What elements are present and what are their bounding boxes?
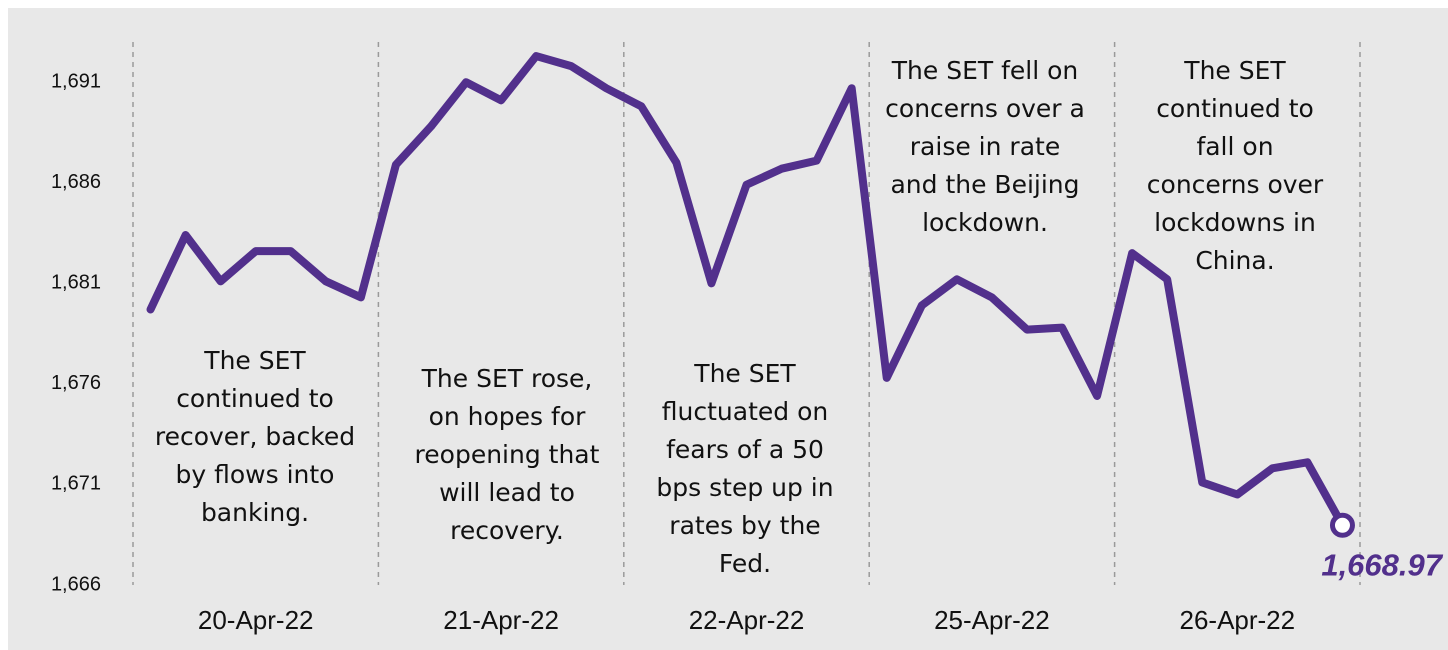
annotation: fears of a 50	[666, 435, 824, 464]
plot-background	[8, 8, 1448, 650]
annotation: will lead to	[439, 478, 575, 507]
annotation: The SET rose,	[421, 364, 593, 393]
y-tick-label: 1,681	[51, 272, 101, 294]
annotation: concerns over a	[885, 94, 1085, 123]
annotation: fall on	[1196, 132, 1273, 161]
annotation: banking.	[201, 498, 309, 527]
annotation: recovery.	[450, 516, 564, 545]
x-tick-label: 26-Apr-22	[1179, 605, 1295, 635]
series-line	[146, 52, 1347, 530]
y-tick-label: 1,666	[51, 573, 101, 595]
annotation: continued to	[176, 384, 334, 413]
annotation: by flows into	[176, 460, 335, 489]
annotation: reopening that	[415, 440, 600, 469]
annotation: The SET	[203, 346, 306, 375]
y-tick-label: 1,686	[51, 171, 101, 193]
annotation: continued to	[1156, 94, 1314, 123]
annotation: recover, backed	[155, 422, 355, 451]
annotation: The SET	[693, 359, 796, 388]
y-tick-label: 1,691	[51, 71, 101, 93]
annotation: rates by the	[669, 511, 820, 540]
annotation: on hopes for	[429, 402, 587, 431]
annotation: raise in rate	[910, 132, 1060, 161]
x-tick-label: 25-Apr-22	[934, 605, 1050, 635]
annotation: lockdowns in	[1154, 208, 1316, 237]
annotation: China.	[1195, 246, 1274, 275]
value-label: 1,668.97	[1321, 547, 1443, 582]
annotation: lockdown.	[922, 208, 1048, 237]
x-tick-label: 20-Apr-22	[198, 605, 314, 635]
y-tick-label: 1,676	[51, 372, 101, 394]
annotation: concerns over	[1147, 170, 1324, 199]
annotation: Fed.	[719, 549, 771, 578]
annotation: and the Beijing	[890, 170, 1079, 199]
annotation: The SET	[1183, 56, 1286, 85]
x-tick-label: 21-Apr-22	[443, 605, 559, 635]
annotation: The SET fell on	[891, 56, 1079, 85]
annotation: fluctuated on	[662, 397, 828, 426]
annotation: bps step up in	[656, 473, 833, 502]
end-marker	[1329, 512, 1355, 538]
x-tick-label: 22-Apr-22	[689, 605, 805, 635]
y-tick-label: 1,671	[51, 473, 101, 495]
